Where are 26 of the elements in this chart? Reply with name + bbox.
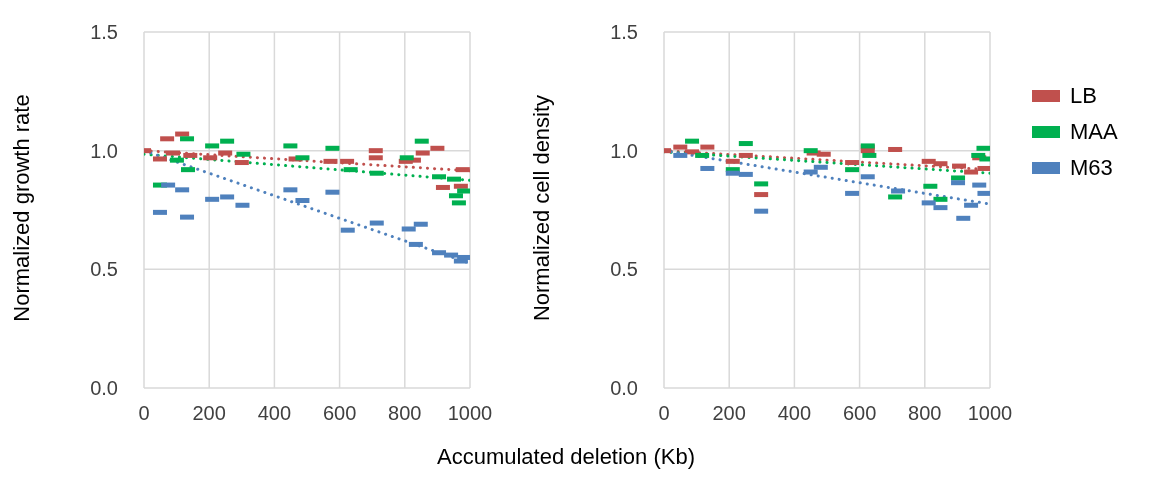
y-axis-title: Normalized cell density [529,94,555,322]
x-tick-label: 200 [712,402,746,425]
y-tick-label: 0.0 [610,377,638,400]
y-tick-label: 1.0 [90,139,118,162]
y-tick-label: 1.5 [90,21,118,44]
x-tick-label: 1000 [967,402,1013,425]
x-tick-label: 200 [192,402,226,425]
x-tick-label: 400 [777,402,812,425]
legend-label: LB [1070,83,1097,109]
x-tick-label: 400 [257,402,292,425]
x-axis-title: Accumulated deletion (Kb) [436,444,696,469]
y-tick-label: 1.0 [610,139,638,162]
y-tick-label: 0.5 [610,258,638,281]
y-tick-label: 1.5 [610,21,638,44]
x-tick-label: 800 [388,402,422,425]
x-tick-label: 0 [658,402,670,425]
legend-label: M63 [1070,155,1113,181]
x-tick-label: 600 [322,402,357,425]
x-tick-label: 800 [908,402,942,425]
x-tick-label: 0 [138,402,150,425]
legend-label: MAA [1070,119,1118,145]
x-tick-label: 600 [842,402,877,425]
y-tick-label: 0.0 [90,377,118,400]
y-tick-label: 0.5 [90,258,118,281]
x-tick-label: 1000 [447,402,493,425]
y-axis-title: Normalized growth rate [9,94,35,322]
